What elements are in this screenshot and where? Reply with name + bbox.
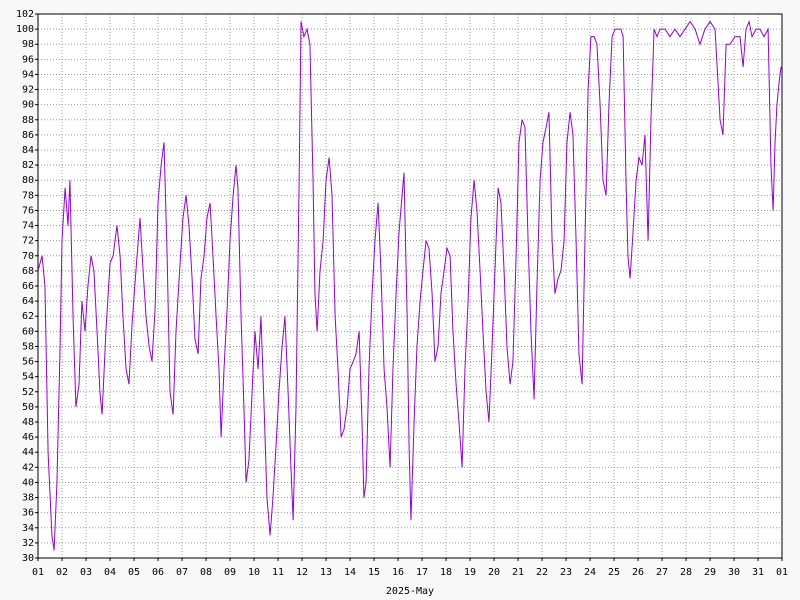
y-tick-label: 66 bbox=[22, 281, 34, 292]
y-tick-label: 36 bbox=[22, 508, 34, 519]
y-tick-label: 40 bbox=[22, 477, 34, 488]
x-tick-label: 26 bbox=[632, 567, 644, 578]
y-tick-label: 46 bbox=[22, 432, 34, 443]
y-tick-label: 90 bbox=[22, 100, 34, 111]
x-tick-label: 06 bbox=[152, 567, 164, 578]
x-tick-label: 18 bbox=[440, 567, 452, 578]
x-tick-label: 22 bbox=[536, 567, 548, 578]
x-tick-label: 30 bbox=[728, 567, 740, 578]
y-tick-label: 56 bbox=[22, 357, 34, 368]
x-tick-label: 28 bbox=[680, 567, 692, 578]
x-tick-label: 03 bbox=[80, 567, 92, 578]
y-tick-label: 82 bbox=[22, 160, 34, 171]
x-tick-label: 04 bbox=[104, 567, 116, 578]
y-tick-label: 102 bbox=[16, 9, 34, 20]
x-tick-label: 25 bbox=[608, 567, 620, 578]
y-tick-label: 38 bbox=[22, 493, 34, 504]
x-tick-label: 12 bbox=[296, 567, 308, 578]
x-tick-label: 31 bbox=[752, 567, 764, 578]
x-tick-label: 24 bbox=[584, 567, 596, 578]
x-tick-label: 16 bbox=[392, 567, 404, 578]
y-tick-label: 74 bbox=[22, 221, 34, 232]
x-tick-label: 23 bbox=[560, 567, 572, 578]
x-tick-label: 27 bbox=[656, 567, 668, 578]
x-tick-label: 11 bbox=[272, 567, 284, 578]
y-tick-label: 70 bbox=[22, 251, 34, 262]
x-tick-label: 10 bbox=[248, 567, 260, 578]
plot-border bbox=[37, 13, 783, 559]
x-tick-label: 13 bbox=[320, 567, 332, 578]
x-axis-label: 2025-May bbox=[386, 586, 434, 597]
y-tick-label: 50 bbox=[22, 402, 34, 413]
x-tick-label: 17 bbox=[416, 567, 428, 578]
x-tick-label: 02 bbox=[56, 567, 68, 578]
y-tick-label: 30 bbox=[22, 553, 34, 564]
x-tick-label: 05 bbox=[128, 567, 140, 578]
y-tick-label: 94 bbox=[22, 69, 34, 80]
y-tick-label: 64 bbox=[22, 296, 34, 307]
y-tick-label: 86 bbox=[22, 130, 34, 141]
y-tick-label: 76 bbox=[22, 205, 34, 216]
y-tick-label: 58 bbox=[22, 341, 34, 352]
y-tick-label: 72 bbox=[22, 236, 34, 247]
y-tick-label: 42 bbox=[22, 462, 34, 473]
x-tick-label: 21 bbox=[512, 567, 524, 578]
x-tick-label: 29 bbox=[704, 567, 716, 578]
y-tick-label: 78 bbox=[22, 190, 34, 201]
y-tick-label: 54 bbox=[22, 372, 34, 383]
y-tick-label: 100 bbox=[16, 24, 34, 35]
x-tick-label: 09 bbox=[224, 567, 236, 578]
y-tick-label: 34 bbox=[22, 523, 34, 534]
y-tick-label: 60 bbox=[22, 326, 34, 337]
y-tick-label: 96 bbox=[22, 54, 34, 65]
x-tick-label: 07 bbox=[176, 567, 188, 578]
x-tick-label: 01 bbox=[776, 567, 788, 578]
x-tick-label: 20 bbox=[488, 567, 500, 578]
y-tick-label: 88 bbox=[22, 115, 34, 126]
y-tick-label: 32 bbox=[22, 538, 34, 549]
y-tick-label: 98 bbox=[22, 39, 34, 50]
x-tick-label: 19 bbox=[464, 567, 476, 578]
y-tick-label: 92 bbox=[22, 85, 34, 96]
x-tick-label: 01 bbox=[32, 567, 44, 578]
y-tick-label: 44 bbox=[22, 447, 34, 458]
data-line bbox=[37, 19, 782, 551]
y-tick-label: 48 bbox=[22, 417, 34, 428]
x-tick-label: 08 bbox=[200, 567, 212, 578]
y-tick-label: 62 bbox=[22, 311, 34, 322]
y-tick-label: 80 bbox=[22, 175, 34, 186]
y-tick-label: 52 bbox=[22, 387, 34, 398]
x-tick-label: 14 bbox=[344, 567, 356, 578]
x-tick-label: 15 bbox=[368, 567, 380, 578]
y-tick-label: 68 bbox=[22, 266, 34, 277]
y-tick-label: 84 bbox=[22, 145, 34, 156]
